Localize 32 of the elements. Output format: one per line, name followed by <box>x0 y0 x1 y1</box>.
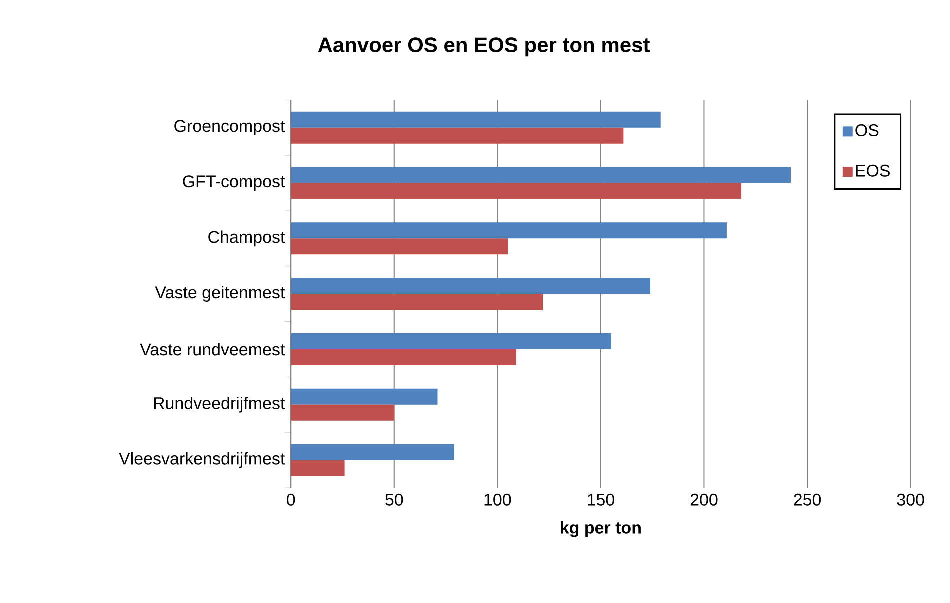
bar <box>291 167 791 184</box>
bar <box>291 128 624 144</box>
bar <box>291 444 454 460</box>
chart-title: Aanvoer OS en EOS per ton mest <box>318 38 650 57</box>
y-tick-label: Vleesvarkensdrijfmest <box>119 452 286 468</box>
bar <box>291 294 544 310</box>
x-axis-title: kg per ton <box>561 521 641 538</box>
bar <box>291 183 742 200</box>
y-tick-label: Champost <box>208 230 286 247</box>
bar <box>291 278 651 294</box>
bar <box>291 333 612 350</box>
y-tick-label: Vaste geitenmest <box>155 286 286 302</box>
y-tick-label: Groencompost <box>174 120 286 136</box>
y-tick-label: GFT-compost <box>183 176 286 191</box>
bar <box>291 349 516 366</box>
y-tick-label: Rundveedrijfmest <box>154 396 286 413</box>
x-tick-label: 100 <box>484 494 512 506</box>
x-tick-label: 50 <box>386 494 404 506</box>
x-tick-label: 200 <box>690 494 718 506</box>
bar <box>291 404 394 421</box>
bar <box>291 460 345 476</box>
x-tick-label: 150 <box>588 494 614 506</box>
x-tick-label: 0 <box>287 494 296 506</box>
x-tick-label: 250 <box>794 494 822 506</box>
bar <box>291 112 661 128</box>
bar <box>291 222 727 239</box>
x-tick-label: 300 <box>897 494 924 506</box>
legend-label: EOS <box>856 164 890 177</box>
bar <box>291 238 508 255</box>
legend-label: OS <box>856 124 879 136</box>
y-tick-label: Vaste rundveemest <box>140 343 286 356</box>
bar <box>291 388 438 405</box>
